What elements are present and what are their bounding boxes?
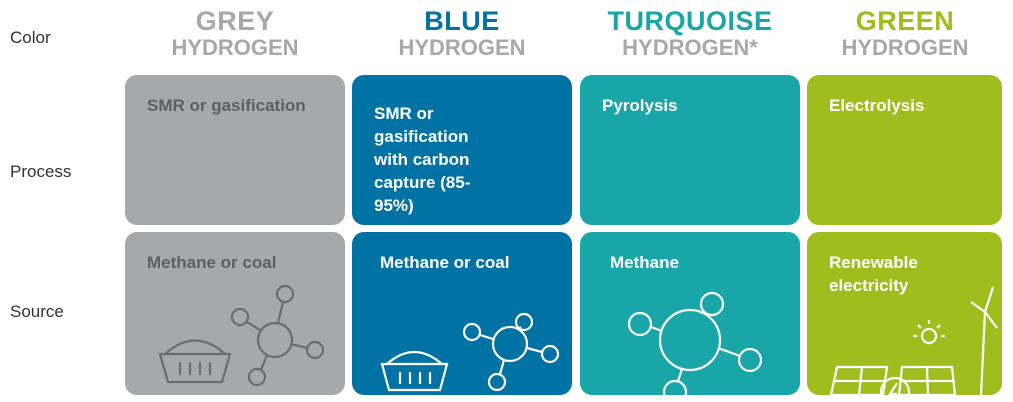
source-text: Methane: [610, 253, 679, 272]
source-text: Methane or coal: [380, 253, 510, 272]
row-label: Color: [10, 28, 51, 47]
source-card: Methane or coal: [125, 232, 345, 395]
process-card: Pyrolysis: [580, 75, 800, 225]
process-text: SMR or gasification: [147, 96, 306, 115]
process-card: SMR or gasification: [125, 75, 345, 225]
process-text: Pyrolysis: [602, 96, 678, 115]
source-text: Methane or coal: [147, 253, 277, 272]
source-card: Methane or coal: [352, 232, 572, 395]
process-text: Electrolysis: [829, 96, 925, 115]
source-card: Renewable electricity: [807, 232, 1002, 395]
header-title: GREEN: [855, 6, 955, 36]
source-text: Renewable electricity: [829, 253, 918, 295]
header-subtitle: HYDROGEN: [841, 35, 969, 60]
header-title: TURQUOISE: [607, 6, 773, 36]
header-title: BLUE: [424, 6, 500, 36]
header-subtitle: HYDROGEN*: [622, 35, 758, 60]
icons: [829, 286, 998, 395]
header-title: GREY: [195, 6, 275, 36]
row-label: Source: [10, 302, 64, 321]
header-subtitle: HYDROGEN: [171, 35, 299, 60]
process-text: SMR or gasification with carbon capture …: [374, 104, 471, 215]
icons: [627, 291, 763, 395]
process-card: SMR or gasification with carbon capture …: [352, 75, 572, 225]
column-header: GREEN HYDROGEN: [795, 8, 1013, 59]
source-card: Methane: [580, 232, 800, 395]
column-header: BLUE HYDROGEN: [352, 8, 572, 59]
column-header: GREY HYDROGEN: [125, 8, 345, 59]
icons: [158, 284, 325, 387]
icons: [380, 312, 560, 392]
header-subtitle: HYDROGEN: [398, 35, 526, 60]
row-label: Process: [10, 162, 72, 181]
column-header: TURQUOISE HYDROGEN*: [580, 8, 800, 59]
process-card: Electrolysis: [807, 75, 1002, 225]
